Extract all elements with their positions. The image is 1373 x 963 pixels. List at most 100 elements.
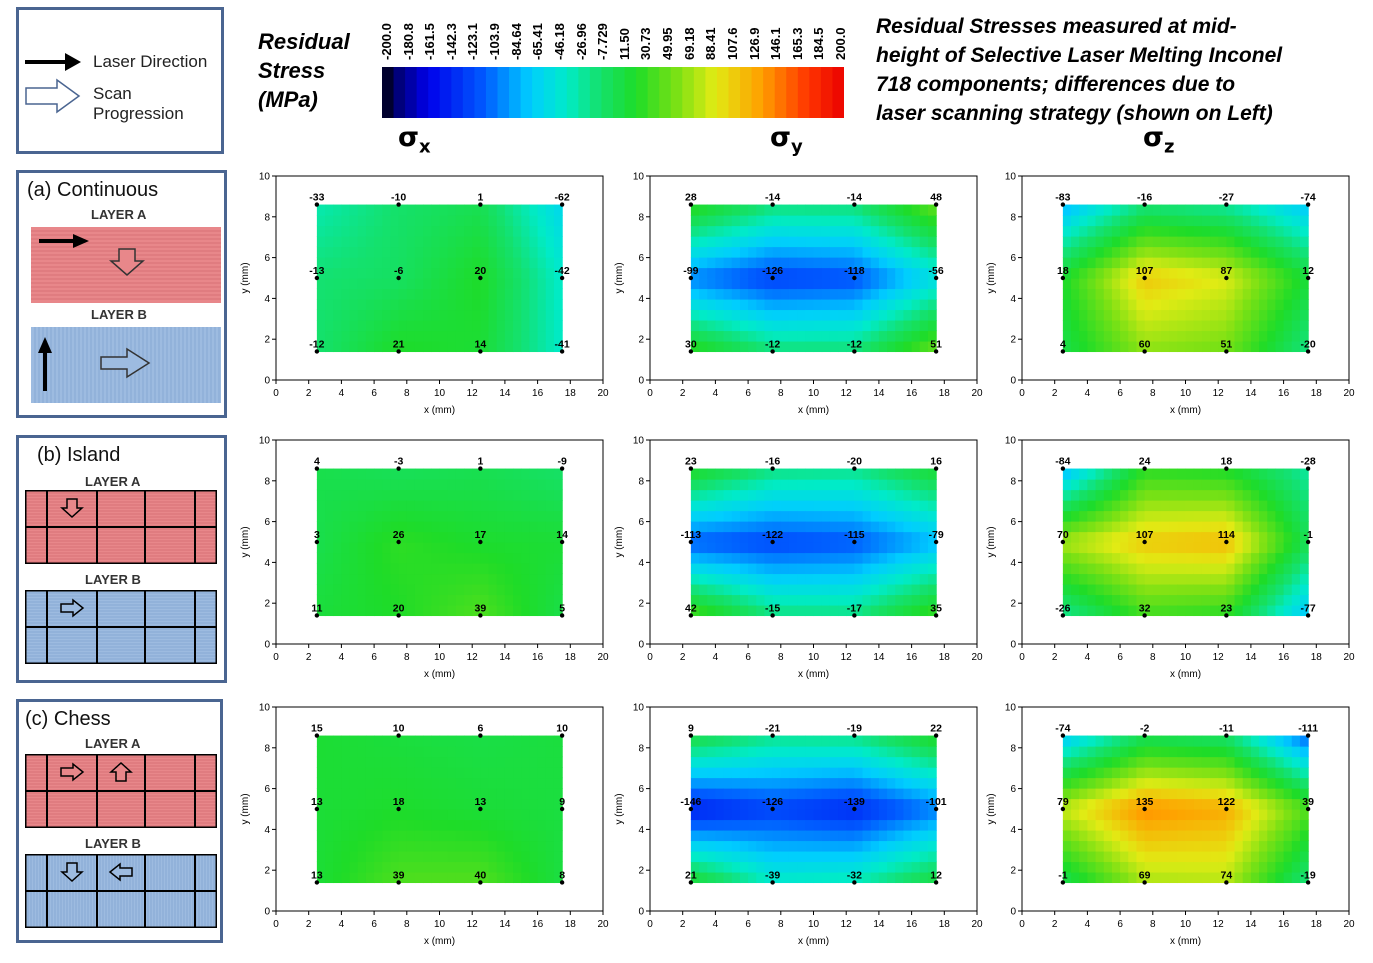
contour-cell — [545, 542, 555, 554]
contour-cell — [715, 204, 725, 216]
measurement-value-label: 12 — [1302, 265, 1314, 277]
measurement-point — [314, 806, 320, 812]
contour-cell — [846, 767, 855, 779]
contour-cell — [1250, 309, 1260, 321]
contour-cell — [1250, 510, 1260, 522]
contour-cell — [496, 479, 506, 491]
contour-cell — [690, 267, 700, 279]
contour-cell — [537, 583, 547, 596]
contour-cell — [1169, 489, 1178, 501]
contour-cell — [325, 735, 334, 747]
contour-cell — [1087, 204, 1097, 216]
contour-cell — [756, 267, 766, 279]
contour-cell — [878, 309, 888, 321]
contour-cell — [406, 319, 416, 332]
contour-cell — [390, 309, 400, 321]
contour-cell — [927, 340, 937, 353]
contour-cell — [739, 278, 749, 290]
contour-cell — [854, 756, 864, 768]
measurement-point — [1305, 349, 1311, 354]
main-title-line: 718 components; differences due to — [876, 73, 1236, 96]
y-tick-label: 6 — [1010, 253, 1016, 264]
contour-cell — [756, 215, 766, 227]
contour-cell — [1079, 236, 1088, 248]
contour-cell — [895, 819, 905, 831]
contour-cell — [1177, 215, 1187, 227]
contour-cell — [1242, 468, 1252, 480]
contour-cell — [829, 756, 839, 768]
contour-cell — [1242, 604, 1252, 617]
contour-cell — [537, 531, 547, 543]
contour-cell — [513, 604, 522, 617]
contour-cell — [756, 489, 766, 501]
measurement-point — [314, 349, 320, 354]
x-tick-label: 6 — [371, 919, 377, 930]
contour-cell — [895, 777, 905, 789]
contour-cell — [496, 236, 506, 248]
contour-cell — [707, 756, 716, 768]
measurement-value-label: -12 — [765, 338, 780, 350]
contour-cell — [1128, 604, 1138, 617]
contour-cell — [1169, 309, 1178, 321]
contour-cell — [365, 479, 375, 491]
contour-cell — [731, 267, 741, 279]
contour-cell — [1185, 746, 1195, 758]
measurement-value-label: -122 — [762, 529, 783, 541]
contour-cell — [707, 236, 716, 248]
contour-cell — [447, 257, 457, 269]
contour-cell — [374, 468, 383, 480]
contour-cell — [1291, 798, 1301, 810]
contour-cell — [903, 510, 913, 522]
contour-cell — [1226, 735, 1236, 747]
contour-cell — [480, 594, 490, 606]
contour-cell — [715, 257, 725, 269]
contour-cell — [341, 829, 351, 842]
contour-cell — [870, 330, 880, 342]
contour-cell — [521, 573, 531, 585]
contour-cell — [464, 767, 473, 779]
contour-cell — [764, 330, 774, 342]
contour-cell — [715, 246, 725, 258]
contour-cell — [780, 225, 790, 237]
contour-cell — [316, 871, 326, 884]
contour-cell — [521, 267, 531, 279]
contour-cell — [764, 298, 774, 311]
measurement-point — [933, 613, 939, 618]
contour-cell — [496, 850, 506, 863]
measurement-value-label: -20 — [847, 456, 862, 468]
x-tick-label: 2 — [1052, 919, 1058, 930]
contour-cell — [895, 510, 905, 522]
contour-cell — [1201, 500, 1211, 512]
contour-cell — [731, 215, 741, 227]
contour-cell — [780, 510, 790, 522]
contour-cell — [382, 468, 392, 480]
contour-cell — [406, 204, 416, 216]
contour-cell — [1242, 871, 1252, 884]
contour-cell — [903, 489, 913, 501]
x-tick-label: 4 — [339, 919, 345, 930]
measurement-value-label: 60 — [1139, 338, 1151, 350]
contour-cell — [911, 573, 921, 585]
contour-cell — [1218, 819, 1227, 831]
colorbar-swatch — [763, 67, 776, 118]
contour-cell — [382, 829, 392, 842]
main-title: Residual Stresses measured at mid- heigh… — [876, 12, 1282, 128]
contour-cell — [504, 777, 514, 789]
contour-cell — [1087, 521, 1097, 533]
contour-cell — [821, 840, 831, 852]
contour-cell — [1160, 819, 1170, 831]
contour-cell — [349, 225, 359, 237]
contour-cell — [748, 215, 757, 227]
contour-cell — [406, 777, 416, 789]
contour-cell — [1160, 871, 1170, 884]
contour-cell — [927, 267, 937, 279]
contour-cell — [731, 788, 741, 800]
contour-cell — [1218, 735, 1227, 747]
contour-cell — [838, 246, 847, 258]
contour-cell — [1242, 510, 1252, 522]
contour-cell — [545, 330, 555, 342]
contour-cell — [1160, 798, 1170, 810]
contour-cell — [1128, 500, 1138, 512]
contour-cell — [341, 278, 351, 290]
contour-cell — [764, 767, 774, 779]
